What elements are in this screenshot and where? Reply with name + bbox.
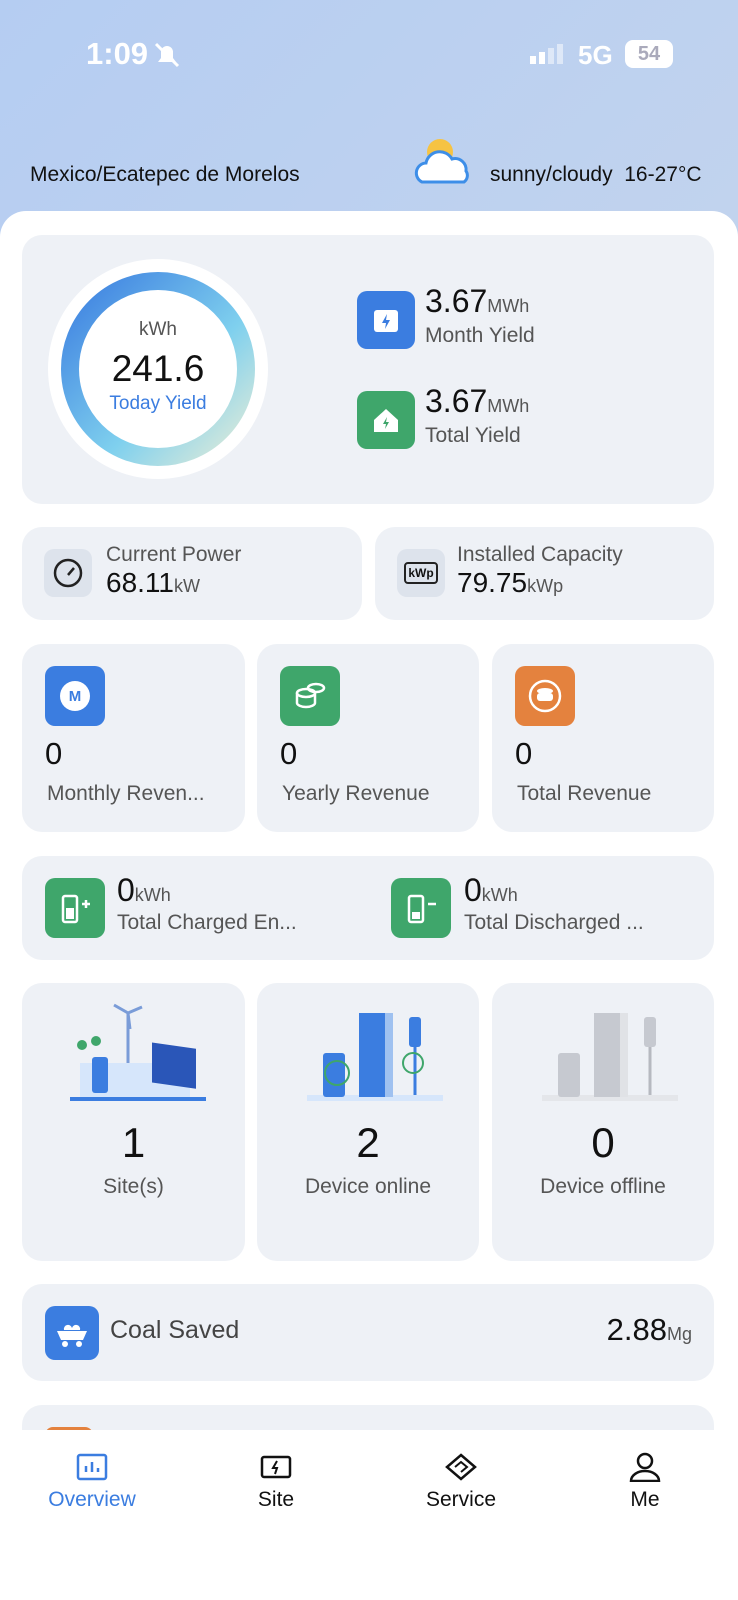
site-illustration — [70, 1003, 206, 1101]
coal-unit: Mg — [666, 1324, 692, 1344]
capacity-icon-label: kWp — [404, 562, 438, 584]
discharged-value: 0 — [464, 872, 482, 908]
coal-card: Coal Saved 2.88Mg — [22, 1284, 714, 1381]
status-time: 1:09 — [86, 36, 149, 71]
capacity-card: kWp Installed Capacity 79.75kWp — [375, 527, 714, 620]
coal-value: 2.88 — [606, 1312, 667, 1347]
nav-icon — [445, 1453, 477, 1481]
battery: 54 — [625, 40, 673, 68]
discharge-icon — [391, 878, 451, 938]
charged-label: Total Charged En... — [117, 911, 297, 934]
capacity-text: Installed Capacity 79.75kWp — [457, 543, 623, 599]
revenue-label: Monthly Reven... — [47, 782, 205, 805]
revenue-icon: M — [45, 666, 105, 726]
total-unit: MWh — [487, 396, 530, 416]
power-icon — [44, 549, 92, 597]
online-card[interactable]: 2 Device online — [257, 983, 479, 1261]
nav-label: Overview — [48, 1488, 136, 1511]
month-yield: 3.67MWh Month Yield — [425, 283, 535, 348]
yield-card: kWh 241.6 Today Yield 3.67MWh Month Yield… — [22, 235, 714, 504]
today-value: 241.6 — [111, 348, 205, 389]
network: 5G — [578, 40, 613, 70]
bottom-nav: Overview Site Service Me — [0, 1430, 738, 1600]
revenue-label: Yearly Revenue — [282, 782, 430, 805]
sites-label: Site(s) — [103, 1175, 164, 1198]
nav-me[interactable]: Me — [570, 1452, 720, 1512]
discharged-unit: kWh — [481, 885, 518, 905]
nav-icon — [260, 1455, 292, 1479]
total-yield: 3.67MWh Total Yield — [425, 383, 529, 448]
online-label: Device online — [304, 1175, 432, 1198]
nav-icon — [76, 1453, 108, 1481]
charge-icon — [45, 878, 105, 938]
revenue-label: Total Revenue — [517, 782, 652, 805]
total-icon — [357, 391, 415, 449]
sites-card[interactable]: 1 Site(s) — [22, 983, 245, 1261]
power-text: Current Power 68.11kW — [106, 543, 241, 599]
online-illustration — [307, 1013, 443, 1101]
month-label: Month Yield — [425, 324, 535, 347]
offline-card[interactable]: 0 Device offline — [492, 983, 714, 1261]
revenue-value: 0 — [515, 736, 533, 771]
total-label: Total Yield — [425, 424, 521, 447]
nav-label: Service — [425, 1488, 497, 1511]
sites-value: 1 — [121, 1119, 146, 1166]
offline-value: 0 — [591, 1119, 615, 1166]
power-card: Current Power 68.11kW — [22, 527, 362, 620]
coal-icon — [45, 1306, 99, 1360]
revenue-card: M 0 Monthly Reven... — [22, 644, 245, 832]
total-value: 3.67 — [425, 383, 488, 419]
today-unit: kWh — [139, 319, 177, 340]
month-value: 3.67 — [425, 283, 488, 319]
nav-label: Me — [630, 1488, 660, 1511]
power-value: 68.11 — [106, 567, 174, 598]
online-value: 2 — [356, 1119, 380, 1166]
nav-label: Site — [257, 1488, 295, 1511]
nav-service[interactable]: Service — [386, 1452, 536, 1512]
weather: sunny/cloudy 16-27°C — [490, 163, 702, 187]
energy-card: 0kWh Total Charged En... 0kWh Total Discha… — [22, 856, 714, 960]
offline-label: Device offline — [540, 1175, 666, 1198]
offline-illustration — [542, 1013, 678, 1101]
charged-unit: kWh — [134, 885, 171, 905]
temperature: 16-27°C — [624, 163, 702, 186]
revenue-card: 0 Total Revenue — [492, 644, 714, 832]
charged: 0kWh Total Charged En... — [117, 872, 297, 935]
today-label: Today Yield — [109, 393, 207, 414]
nav-icon — [629, 1452, 661, 1483]
revenue-icon — [280, 666, 340, 726]
location: Mexico/Ecatepec de Morelos — [30, 163, 300, 186]
discharged-label: Total Discharged ... — [464, 911, 644, 934]
discharged: 0kWh Total Discharged ... — [464, 872, 644, 935]
nav-overview[interactable]: Overview — [17, 1452, 167, 1512]
weather-icon — [414, 139, 469, 184]
today-gauge — [48, 259, 268, 479]
nav-site[interactable]: Site — [201, 1452, 351, 1512]
month-unit: MWh — [487, 296, 530, 316]
capacity-icon: kWp — [397, 549, 445, 597]
power-unit: kW — [174, 576, 200, 596]
power-label: Current Power — [106, 543, 242, 566]
capacity-label: Installed Capacity — [457, 543, 623, 566]
coal-amount: 2.88Mg — [607, 1312, 692, 1348]
capacity-unit: kWp — [527, 576, 564, 596]
capacity-value: 79.75 — [457, 567, 528, 598]
revenue-value: 0 — [280, 736, 298, 771]
revenue-icon-label: M — [60, 681, 90, 711]
weather-text: sunny/cloudy — [490, 163, 613, 186]
revenue-value: 0 — [45, 736, 63, 771]
revenue-card: 0 Yearly Revenue — [257, 644, 479, 832]
month-icon — [357, 291, 415, 349]
charged-value: 0 — [117, 872, 135, 908]
coal-label: Coal Saved — [110, 1316, 240, 1344]
revenue-icon — [515, 666, 575, 726]
signal-icon — [530, 44, 563, 64]
mute-icon — [154, 42, 180, 68]
